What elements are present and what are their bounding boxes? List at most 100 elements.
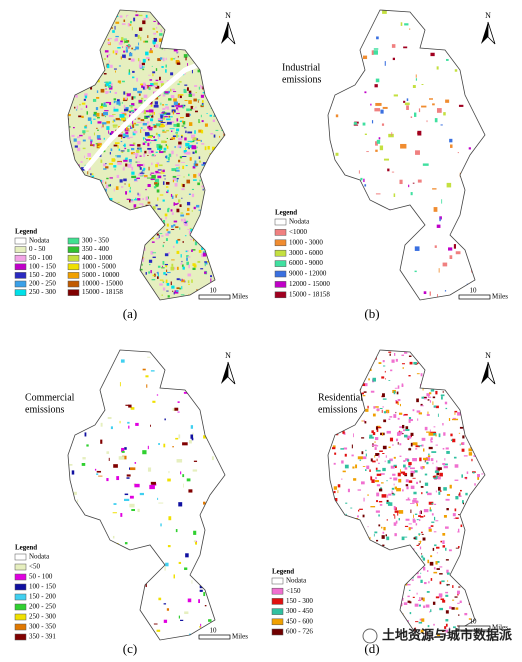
emission-patch — [442, 532, 446, 536]
emission-patch — [373, 544, 376, 549]
emission-patch — [106, 478, 109, 482]
emission-patch — [189, 108, 193, 111]
emission-patch — [192, 57, 196, 61]
emission-patch — [86, 52, 88, 55]
emission-patch — [90, 82, 92, 85]
legend-swatch — [67, 246, 80, 253]
emission-patch — [123, 38, 127, 40]
emission-patch — [155, 123, 161, 127]
emission-patch — [68, 287, 69, 290]
emission-patch — [466, 536, 470, 540]
emission-patch — [160, 80, 164, 83]
emission-patch — [107, 416, 112, 420]
emission-patch — [138, 14, 143, 17]
emission-patch — [339, 583, 342, 585]
emission-patch — [65, 60, 68, 64]
emission-patch — [101, 180, 104, 183]
emission-patch — [446, 508, 449, 511]
emission-patch — [212, 9, 215, 10]
emission-patch — [371, 479, 375, 483]
emission-patch — [142, 203, 144, 208]
emission-patch — [147, 57, 150, 61]
emission-patch — [108, 115, 114, 118]
emission-patch — [473, 496, 475, 500]
emission-patch — [184, 567, 188, 570]
emission-patch — [396, 391, 399, 395]
emission-patch — [418, 519, 421, 522]
emission-patch — [212, 240, 216, 244]
emission-patch — [128, 58, 131, 60]
emission-patch — [119, 243, 121, 248]
emission-patch — [439, 378, 442, 382]
emission-patch — [441, 580, 445, 583]
emission-patch — [164, 91, 170, 94]
emission-patch — [464, 477, 468, 479]
emission-patch — [413, 491, 417, 495]
emission-patch — [134, 227, 137, 229]
emission-patch — [227, 190, 231, 192]
emission-patch — [137, 58, 140, 62]
emission-patch — [346, 48, 351, 53]
emission-patch — [420, 510, 422, 514]
emission-patch — [222, 290, 225, 293]
emission-patch — [226, 88, 227, 91]
emission-patch — [459, 492, 461, 496]
emission-patch — [179, 278, 182, 282]
emission-patch — [420, 579, 423, 583]
emission-patch — [372, 460, 376, 463]
emission-patch — [68, 91, 72, 94]
emission-patch — [133, 49, 136, 51]
emission-patch — [336, 231, 340, 236]
emission-patch — [188, 100, 192, 104]
emission-patch — [191, 437, 194, 441]
emission-patch — [186, 19, 190, 21]
emission-patch — [184, 99, 188, 101]
emission-patch — [182, 474, 185, 478]
emission-patch — [202, 201, 206, 205]
emission-patch — [472, 471, 475, 474]
emission-patch — [212, 386, 217, 389]
emission-patch — [480, 507, 483, 509]
emission-patch — [407, 576, 409, 580]
emission-patch — [115, 21, 120, 24]
emission-patch — [144, 132, 150, 136]
emission-patch — [90, 52, 92, 57]
emission-patch — [439, 573, 443, 575]
emission-patch — [171, 285, 175, 289]
emission-patch — [409, 503, 415, 504]
scale-unit: Miles — [232, 633, 248, 641]
emission-patch — [70, 214, 73, 218]
emission-patch — [95, 38, 99, 41]
emission-patch — [116, 99, 120, 103]
emission-patch — [76, 105, 78, 109]
emission-patch — [97, 129, 99, 132]
emission-patch — [432, 462, 434, 465]
emission-patch — [105, 231, 108, 235]
emission-patch — [345, 558, 348, 561]
emission-patch — [178, 561, 182, 564]
emission-patch — [430, 439, 432, 441]
emission-patch — [219, 116, 223, 119]
emission-patch — [113, 106, 116, 109]
north-arrow-left — [221, 362, 228, 384]
emission-patch — [205, 212, 210, 216]
emission-patch — [117, 47, 121, 49]
emission-patch — [169, 121, 175, 124]
emission-patch — [68, 46, 72, 49]
emission-patch — [174, 31, 177, 33]
emission-patch — [459, 391, 462, 395]
emission-patch — [165, 106, 170, 109]
emission-patch — [220, 270, 223, 272]
emission-patch — [206, 55, 210, 58]
emission-patch — [183, 218, 186, 223]
emission-patch — [211, 205, 213, 208]
emission-patch — [193, 15, 195, 17]
emission-patch — [143, 94, 148, 98]
emission-patch — [436, 546, 440, 549]
emission-patch — [373, 48, 379, 50]
emission-patch — [145, 215, 148, 218]
emission-patch — [71, 252, 73, 255]
legend-swatch — [274, 218, 287, 226]
emission-patch — [410, 192, 413, 196]
emission-patch — [379, 450, 383, 452]
